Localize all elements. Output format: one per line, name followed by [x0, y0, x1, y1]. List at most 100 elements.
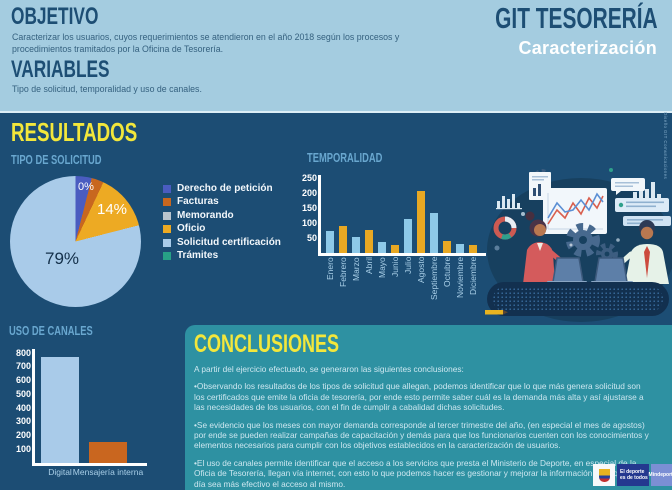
uso-canales-plot: 100 200 300 400 500 600 700 800 — [16, 348, 147, 466]
objetivo-title-text: OBJETIVO — [11, 3, 99, 30]
header-band: OBJETIVO Caracterizar los usuarios, cuyo… — [0, 0, 672, 113]
legend-item: Oficio — [163, 224, 281, 234]
y-tick-label: 500 — [15, 388, 31, 399]
legend-swatch — [163, 211, 171, 220]
logo-brand: Mindeporte — [649, 464, 672, 486]
conclusion-bullet-2: •Se evidencio que los meses con mayor de… — [194, 419, 649, 451]
legend-label: Trámites — [177, 249, 219, 261]
bar-julio — [404, 218, 412, 253]
pie-percent-label-14: 14% — [96, 201, 128, 218]
x-label-month: Agosto — [416, 257, 426, 284]
uso-canales-title-text: USO DE CANALES — [9, 323, 93, 338]
mindeporte-logo: El deporte es de todos Mindeporte — [593, 464, 672, 486]
conclusions-intro: A partir del ejercicio efectuado, se gen… — [194, 364, 464, 374]
line-chart-panel — [543, 188, 607, 234]
donut-chart-icon — [493, 216, 517, 240]
pie-percent-label-79: 79% — [44, 249, 80, 268]
bar-mensajería-interna — [89, 441, 127, 463]
logo-tagline: El deporte es de todos — [617, 464, 649, 486]
x-label-month: Febrero — [338, 257, 348, 287]
uso-canales-label-digital: Digital — [48, 467, 72, 477]
person-man — [618, 220, 669, 284]
legend-label: Oficio — [177, 223, 206, 235]
variables-title-text: VARIABLES — [11, 56, 110, 83]
y-tick-label: 250 — [301, 172, 317, 183]
legend-item: Facturas — [163, 197, 281, 207]
y-tick-label: 600 — [15, 375, 31, 385]
bar-marzo — [352, 236, 360, 253]
conclusions-title: CONCLUSIONES — [194, 331, 672, 357]
list-panel-icon — [615, 198, 671, 226]
x-label-month: Septiembre — [429, 257, 439, 301]
conclusion-bullet-1: •Observando los resultados de los tipos … — [194, 381, 644, 413]
results-title-text: RESULTADOS — [11, 117, 138, 147]
bar-diciembre — [469, 244, 477, 253]
bar-glyph-left — [496, 194, 522, 210]
design-credit-watermark: Diseño GIT Comunicaciones — [663, 112, 668, 180]
desk — [487, 282, 669, 316]
x-label-month: Mayo — [377, 257, 387, 278]
conclusion-bullet-3: •El uso de canales permite identificar q… — [194, 457, 648, 489]
legend-swatch — [163, 185, 171, 193]
legend-item: Derecho de petición — [163, 184, 281, 194]
legend-swatch — [163, 238, 171, 247]
gear-icon — [566, 223, 618, 265]
legend-label: Solicitud certificación — [177, 236, 281, 248]
illustration-people-charts — [485, 168, 672, 322]
x-label-month: Junio — [390, 257, 400, 278]
brand-title-text: GIT TESORERÍA — [495, 3, 658, 35]
y-tick-label: 200 — [301, 187, 317, 198]
logo-tagline-line2: es de todos — [620, 475, 648, 481]
conclusions-panel: CONCLUSIONES A partir del ejercicio efec… — [185, 325, 672, 490]
y-tick-label: 300 — [15, 416, 31, 427]
variables-text: Tipo de solicitud, temporalidad y uso de… — [12, 84, 202, 94]
bar-septiembre — [430, 213, 438, 253]
pencil-icon — [485, 310, 508, 315]
legend-swatch — [163, 251, 171, 260]
temporalidad-title: TEMPORALIDAD — [307, 151, 412, 165]
objetivo-text: Caracterizar los usuarios, cuyos requeri… — [12, 32, 400, 54]
temporalidad-xlabels: Enero Febrero Marzo Abril Mayo Junio Julio Agos… — [325, 257, 478, 327]
bar-junio — [391, 244, 399, 253]
legend-item: Trámites — [163, 249, 281, 261]
variables-title: VARIABLES — [11, 58, 148, 82]
legend-swatch — [163, 198, 171, 207]
brand-title: GIT TESORERÍA — [432, 4, 658, 35]
legend-label: Memorando — [177, 209, 234, 221]
x-label-month: Octubre — [442, 257, 452, 288]
x-label-month: Diciembre — [468, 257, 478, 296]
uso-canales-label-mensajeria: Mensajería interna — [72, 467, 144, 477]
x-label-month: Marzo — [351, 257, 361, 281]
y-tick-label: 150 — [301, 202, 317, 213]
speech-bubble-icon — [611, 178, 645, 195]
x-label-month: Julio — [403, 257, 413, 275]
legend-item: Memorando — [163, 209, 281, 221]
bar-octubre — [443, 241, 451, 253]
pie-section-title-text: TIPO DE SOLICITUD — [11, 152, 102, 167]
bar-digital — [41, 357, 79, 463]
bar-agosto — [417, 190, 425, 253]
legend-label: Facturas — [177, 196, 219, 208]
x-label-month: Abril — [364, 257, 374, 275]
conclusions-title-text: CONCLUSIONES — [194, 330, 340, 358]
logo-tagline-line1: El deporte — [620, 469, 645, 475]
pie-chart — [10, 176, 141, 307]
colombia-crest-icon — [593, 464, 615, 486]
y-tick-label: 800 — [15, 347, 31, 358]
temporalidad-title-text: TEMPORALIDAD — [307, 150, 383, 165]
bar-mayo — [378, 241, 386, 253]
legend-swatch — [163, 225, 171, 234]
bar-noviembre — [456, 244, 464, 253]
bar-febrero — [339, 226, 347, 253]
bar-enero — [326, 230, 334, 253]
y-tick-label: 700 — [15, 361, 31, 372]
results-title: RESULTADOS — [11, 119, 186, 146]
person-woman — [523, 211, 565, 284]
brand-subtitle: Caracterización — [518, 38, 657, 58]
temporalidad-plot: 50 100 150 200 250 — [302, 173, 486, 256]
uso-canales-title: USO DE CANALES — [9, 324, 125, 338]
legend-item: Solicitud certificación — [163, 236, 281, 248]
y-tick-label: 400 — [15, 402, 31, 413]
x-label-month: Enero — [325, 257, 335, 280]
